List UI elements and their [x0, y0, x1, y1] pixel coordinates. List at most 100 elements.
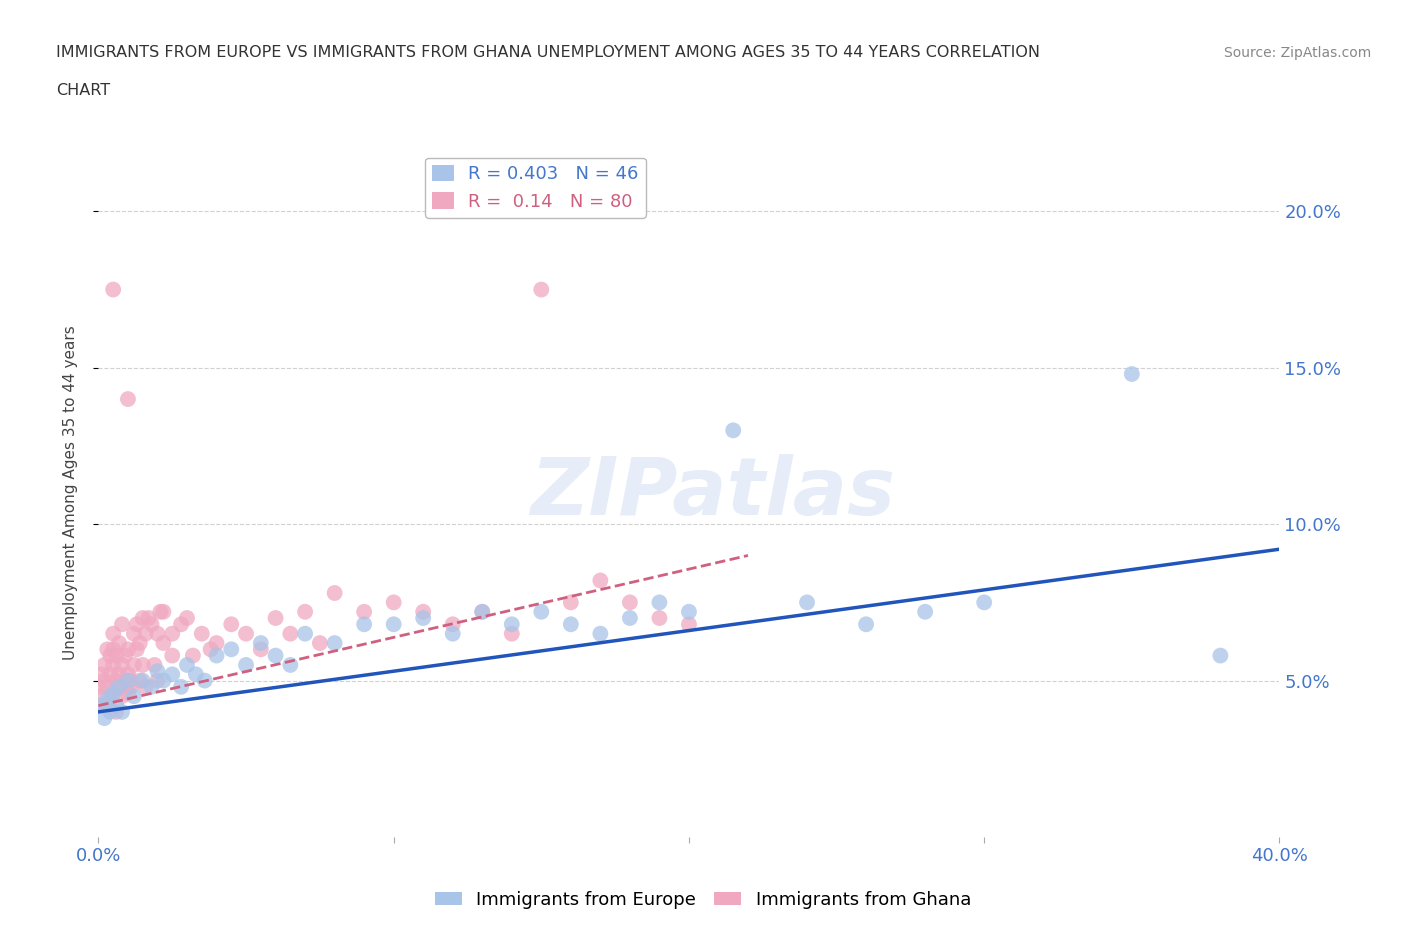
Point: [98, 648, 121, 663]
Point: [235, 626, 257, 641]
Point: [471, 604, 494, 619]
Point: [111, 704, 134, 719]
Point: [678, 617, 700, 631]
Point: [176, 658, 198, 672]
Point: [117, 673, 139, 688]
Point: [152, 635, 174, 650]
Point: [678, 604, 700, 619]
Point: [103, 642, 125, 657]
Point: [96, 680, 118, 695]
Point: [382, 595, 405, 610]
Point: [184, 667, 207, 682]
Point: [146, 626, 169, 641]
Point: [219, 642, 242, 657]
Point: [152, 673, 174, 688]
Point: [114, 648, 136, 663]
Text: ZIPatlas: ZIPatlas: [530, 454, 896, 532]
Point: [105, 648, 128, 663]
Point: [122, 626, 145, 641]
Point: [111, 689, 134, 704]
Point: [122, 689, 145, 704]
Point: [90, 698, 112, 713]
Point: [278, 658, 302, 672]
Point: [589, 573, 612, 588]
Point: [353, 604, 375, 619]
Point: [122, 658, 145, 672]
Point: [648, 595, 671, 610]
Point: [128, 673, 150, 688]
Point: [149, 604, 172, 619]
Point: [619, 611, 641, 626]
Point: [309, 635, 332, 650]
Point: [530, 604, 553, 619]
Point: [264, 648, 287, 663]
Legend: R = 0.403   N = 46, R =  0.14   N = 80: R = 0.403 N = 46, R = 0.14 N = 80: [425, 158, 645, 218]
Point: [103, 685, 125, 700]
Point: [619, 595, 641, 610]
Point: [96, 642, 118, 657]
Point: [90, 689, 112, 704]
Point: [441, 617, 464, 631]
Point: [181, 648, 204, 663]
Point: [125, 617, 148, 631]
Point: [250, 635, 273, 650]
Point: [93, 658, 115, 672]
Point: [162, 626, 183, 641]
Point: [560, 595, 582, 610]
Point: [108, 680, 131, 695]
Point: [103, 685, 125, 700]
Point: [105, 704, 128, 719]
Point: [117, 642, 139, 657]
Point: [589, 626, 612, 641]
Point: [278, 626, 302, 641]
Point: [162, 667, 183, 682]
Point: [117, 685, 139, 700]
Point: [162, 648, 183, 663]
Point: [135, 680, 157, 695]
Point: [170, 617, 193, 631]
Point: [132, 673, 155, 688]
Point: [108, 635, 131, 650]
Point: [1121, 366, 1143, 381]
Y-axis label: Unemployment Among Ages 35 to 44 years: Unemployment Among Ages 35 to 44 years: [63, 326, 77, 660]
Point: [219, 617, 242, 631]
Point: [98, 667, 121, 682]
Point: [501, 626, 523, 641]
Point: [323, 635, 346, 650]
Point: [200, 642, 222, 657]
Point: [114, 673, 136, 688]
Point: [152, 604, 174, 619]
Point: [141, 680, 163, 695]
Point: [111, 617, 134, 631]
Point: [108, 667, 131, 682]
Point: [194, 673, 217, 688]
Point: [87, 680, 110, 695]
Point: [205, 635, 228, 650]
Point: [132, 658, 155, 672]
Point: [323, 586, 346, 601]
Point: [105, 698, 128, 713]
Point: [135, 626, 157, 641]
Point: [128, 635, 150, 650]
Point: [105, 673, 128, 688]
Point: [855, 617, 877, 631]
Point: [103, 282, 125, 297]
Point: [294, 604, 316, 619]
Point: [723, 423, 745, 438]
Point: [132, 611, 155, 626]
Point: [530, 282, 553, 297]
Point: [294, 626, 316, 641]
Point: [146, 664, 169, 679]
Point: [120, 680, 142, 695]
Point: [146, 673, 169, 688]
Point: [108, 680, 131, 695]
Point: [412, 604, 434, 619]
Text: IMMIGRANTS FROM EUROPE VS IMMIGRANTS FROM GHANA UNEMPLOYMENT AMONG AGES 35 TO 44: IMMIGRANTS FROM EUROPE VS IMMIGRANTS FRO…: [56, 46, 1040, 60]
Point: [93, 673, 115, 688]
Point: [96, 692, 118, 707]
Point: [914, 604, 936, 619]
Point: [170, 680, 193, 695]
Point: [441, 626, 464, 641]
Point: [264, 611, 287, 626]
Point: [648, 611, 671, 626]
